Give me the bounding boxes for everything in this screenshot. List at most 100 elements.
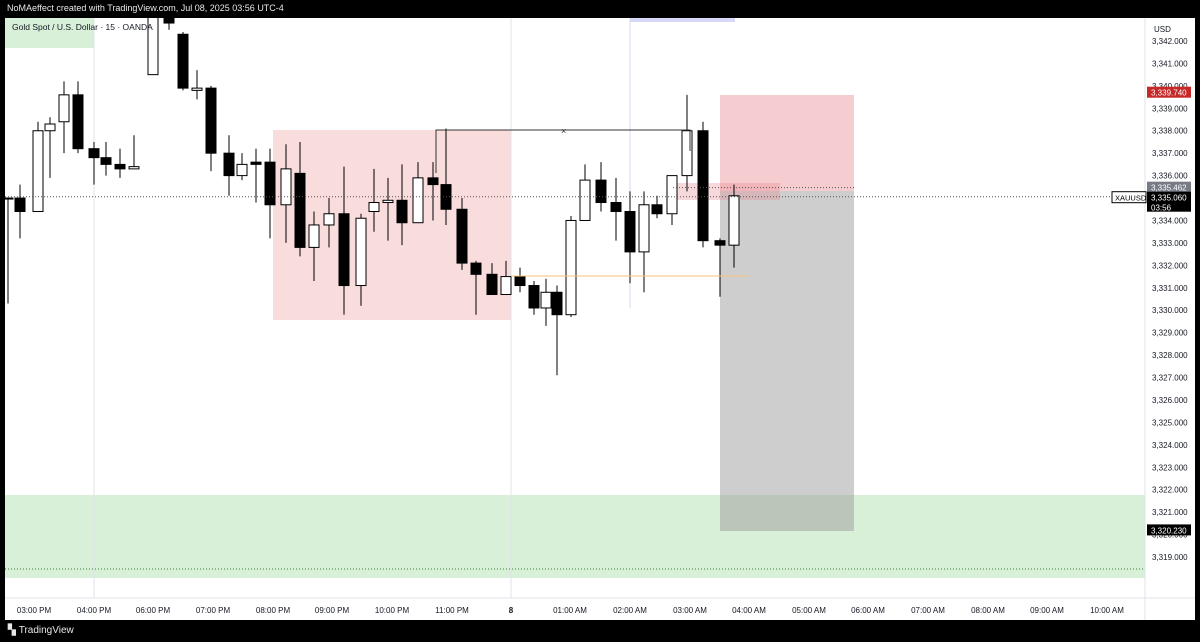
candle-body xyxy=(177,33,189,89)
candle-body xyxy=(624,211,636,253)
candle-body xyxy=(412,177,424,224)
candle[interactable] xyxy=(44,117,56,178)
liquidity-marker: × xyxy=(561,126,566,136)
candle[interactable] xyxy=(128,135,140,170)
snapshot-header: NoMAeffect created with TradingView.com,… xyxy=(0,0,1200,18)
candle-body xyxy=(368,202,380,213)
candle-body xyxy=(382,199,394,204)
candle-body xyxy=(427,177,439,186)
snapshot-header-text: NoMAeffect created with TradingView.com,… xyxy=(7,3,284,13)
candle[interactable] xyxy=(308,211,320,282)
candle[interactable] xyxy=(651,195,663,219)
candle-body xyxy=(514,276,526,287)
candle[interactable] xyxy=(355,213,367,306)
candle[interactable] xyxy=(191,70,203,100)
candle[interactable] xyxy=(114,148,126,178)
price-tick-label: 3,322.000 xyxy=(1152,486,1188,495)
candle[interactable] xyxy=(412,162,424,224)
candle[interactable] xyxy=(579,164,591,221)
candle[interactable] xyxy=(470,260,482,315)
candle[interactable] xyxy=(528,281,540,315)
candle-body xyxy=(470,262,482,275)
candle[interactable] xyxy=(610,177,622,241)
candle-body xyxy=(163,6,175,24)
candle-body xyxy=(714,240,726,246)
brand-label: TradingView xyxy=(18,625,74,636)
candle-body xyxy=(308,224,320,248)
candle[interactable] xyxy=(565,215,577,317)
current-price-badge-bg xyxy=(1147,191,1191,212)
time-axis[interactable]: 03:00 PM 04:00 PM 06:00 PM 07:00 PM 08:00 PM… xyxy=(17,606,1124,615)
candle[interactable] xyxy=(280,144,292,243)
candle[interactable] xyxy=(368,168,380,232)
time-tick-label: 10:00 AM xyxy=(1090,606,1124,615)
price-chart[interactable]: × USD 3,342.000 3,341.000 3,340.000 3,339.00… xyxy=(2,0,1195,620)
chart-area[interactable]: × USD 3,342.000 3,341.000 3,340.000 3,339.00… xyxy=(2,0,1195,620)
candle[interactable] xyxy=(624,191,636,284)
candle[interactable] xyxy=(223,135,235,196)
candle[interactable] xyxy=(500,260,512,296)
candle-body xyxy=(610,202,622,213)
price-tick-label: 3,334.000 xyxy=(1152,216,1188,225)
candle-body xyxy=(264,161,276,206)
time-tick-label: 11:00 PM xyxy=(435,606,469,615)
candle-body xyxy=(697,130,709,242)
stop-loss-zone xyxy=(720,95,854,191)
candle[interactable] xyxy=(697,121,709,248)
candle[interactable] xyxy=(681,94,693,192)
price-tick-label: 3,325.000 xyxy=(1152,418,1188,427)
price-tick-label: 3,341.000 xyxy=(1152,59,1188,68)
candle[interactable] xyxy=(294,141,306,257)
candle[interactable] xyxy=(486,263,498,296)
candle[interactable] xyxy=(32,121,44,213)
candle[interactable] xyxy=(323,198,335,248)
candle[interactable] xyxy=(250,148,262,203)
candle[interactable] xyxy=(514,267,526,293)
candle[interactable] xyxy=(14,184,26,239)
time-tick-label: 10:00 PM xyxy=(375,606,410,615)
candle[interactable] xyxy=(728,184,740,268)
candle[interactable] xyxy=(638,191,650,293)
candle[interactable] xyxy=(551,285,563,376)
candle[interactable] xyxy=(205,85,217,172)
candle[interactable] xyxy=(58,81,70,154)
symbol-legend[interactable]: Gold Spot / U.S. Dollar · 15 · OANDA xyxy=(12,22,153,32)
candle[interactable] xyxy=(338,166,350,315)
candle[interactable] xyxy=(382,177,394,241)
candle-body xyxy=(540,291,552,309)
candle[interactable] xyxy=(666,175,678,225)
candle-body xyxy=(666,175,678,215)
candle-body xyxy=(486,273,498,296)
time-tick-label: 06:00 PM xyxy=(136,606,171,615)
candle[interactable] xyxy=(88,141,100,185)
price-tick-label: 3,342.000 xyxy=(1152,37,1188,46)
time-tick-label: 08:00 PM xyxy=(256,606,291,615)
candle[interactable] xyxy=(714,238,726,297)
candle-body xyxy=(191,87,203,91)
candle-body xyxy=(396,199,408,224)
time-tick-label: 05:00 AM xyxy=(792,606,826,615)
time-tick-label: 01:00 AM xyxy=(553,606,587,615)
time-tick-label: 04:00 AM xyxy=(732,606,766,615)
candle[interactable] xyxy=(427,162,439,221)
candle[interactable] xyxy=(540,278,552,326)
candle[interactable] xyxy=(100,141,112,176)
candle[interactable] xyxy=(72,81,84,154)
candle[interactable] xyxy=(177,32,189,91)
candle-body xyxy=(355,217,367,287)
candle[interactable] xyxy=(456,198,468,270)
candle[interactable] xyxy=(264,148,276,239)
candle[interactable] xyxy=(396,164,408,246)
candle-body xyxy=(88,148,100,159)
entry-zone xyxy=(673,183,780,200)
tradingview-brand[interactable]: ▚ TradingView xyxy=(8,625,74,636)
candle-body xyxy=(58,94,70,123)
time-tick-label: 09:00 AM xyxy=(1030,606,1064,615)
candle-body xyxy=(595,179,607,204)
candle-body xyxy=(2,197,14,200)
target-price-badge: 3,320.230 xyxy=(1147,524,1191,536)
candle[interactable] xyxy=(595,162,607,212)
candle-body xyxy=(14,197,26,213)
candle[interactable] xyxy=(236,153,248,181)
candles[interactable] xyxy=(2,0,740,376)
